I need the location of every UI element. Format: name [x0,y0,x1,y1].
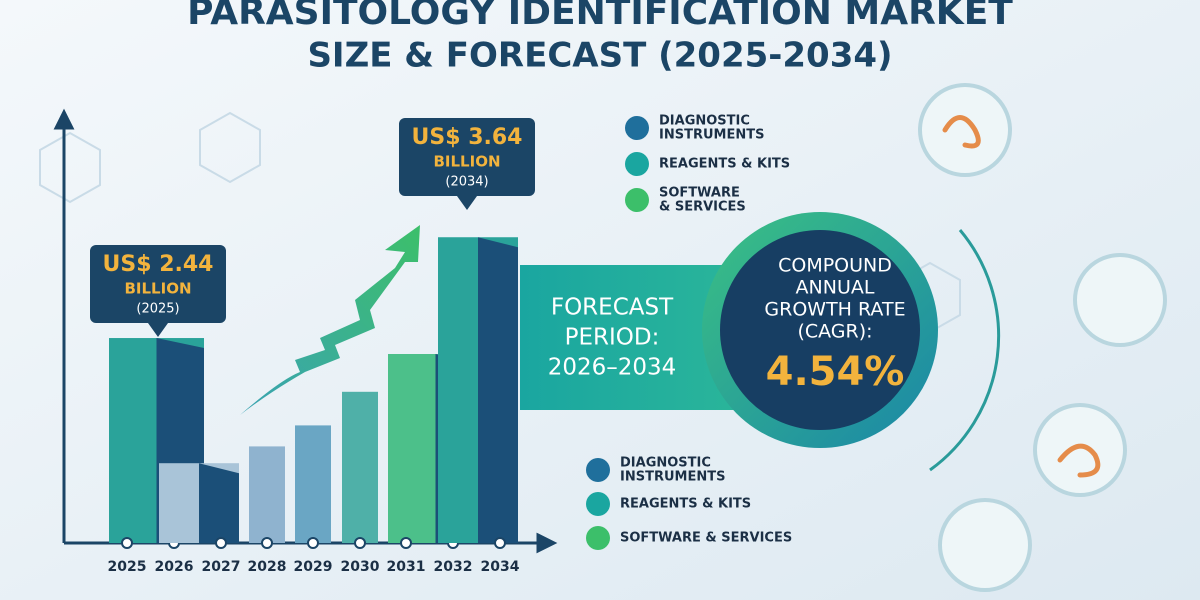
legend-text: REAGENTS & KITS [659,157,790,172]
legend-icon [586,526,610,550]
axis-dot [121,537,133,549]
parasite-icons [942,115,1101,478]
legend-icon [625,188,649,212]
callout-box [90,245,226,323]
cagr-value: 4.54% [766,349,905,395]
x-tick-label: 2032 [434,559,473,575]
x-tick-label: 2025 [108,559,147,575]
legend-text: INSTRUMENTS [620,470,725,485]
x-tick-label: 2030 [341,559,380,575]
legend-text: SOFTWARE [659,186,740,201]
legend-text: SOFTWARE & SERVICES [620,531,792,546]
callout-box [399,118,535,196]
legend-text: & SERVICES [659,200,746,215]
petri-dishes [918,83,1167,592]
bar-side [478,237,518,544]
cagr-label: GROWTH RATE [764,299,905,321]
legend-text: DIAGNOSTIC [659,114,750,129]
callout-year: (2025) [136,302,179,317]
x-tick-label: 2034 [481,559,520,575]
legend-icon [625,152,649,176]
growth-arrow [240,225,420,415]
callout-pointer [457,196,477,210]
bar [342,391,378,543]
axis-dot [354,537,366,549]
cagr-circle [720,230,920,430]
x-tick-label: 2031 [387,559,426,575]
legend-icon [625,116,649,140]
title-line: PARASITOLOGY IDENTIFICATION MARKET [187,0,1013,33]
x-tick-label: 2027 [202,559,241,575]
legend-icon [586,458,610,482]
axis-dot [494,537,506,549]
legend-icon [586,492,610,516]
x-tick-label: 2029 [294,559,333,575]
legend-text: DIAGNOSTIC [620,456,711,471]
bar-side [199,463,239,543]
callout-amount: US$ 2.44 [103,252,214,277]
cycle-arc [929,229,1001,472]
callout-unit: BILLION [124,280,191,298]
cagr-label: COMPOUND [778,255,892,277]
forecast-text: 2026–2034 [548,355,677,381]
callout-year: (2034) [445,175,488,190]
callout-unit: BILLION [433,153,500,171]
bar [295,425,331,543]
x-tick-label: 2026 [155,559,194,575]
x-tick-label: 2028 [248,559,287,575]
axis-dot [400,537,412,549]
cagr-label: (CAGR): [797,321,872,343]
bar [249,446,285,543]
legend-text: INSTRUMENTS [659,128,764,143]
forecast-text: FORECAST [551,295,674,321]
legend-text: REAGENTS & KITS [620,497,751,512]
callout-amount: US$ 3.64 [412,125,523,150]
axis-dot [215,537,227,549]
callout-pointer [148,323,168,337]
cagr-label: ANNUAL [796,277,875,299]
axis-dot [261,537,273,549]
axis-dot [307,537,319,549]
forecast-text: PERIOD: [565,325,660,351]
title-line: SIZE & FORECAST (2025-2034) [307,36,892,76]
